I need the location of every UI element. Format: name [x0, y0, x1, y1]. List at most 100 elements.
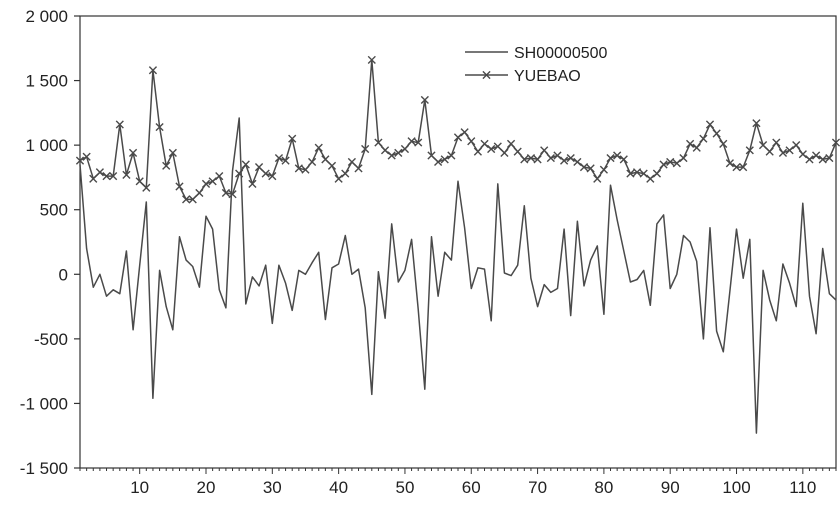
- data-point-yuebao: [427, 151, 436, 160]
- data-point-yuebao: [115, 120, 124, 129]
- data-point-yuebao: [566, 153, 575, 163]
- data-point-yuebao: [739, 163, 748, 172]
- data-point-yuebao: [699, 134, 708, 143]
- data-point-yuebao: [241, 160, 250, 169]
- data-point-yuebao: [798, 150, 807, 159]
- data-point-yuebao: [533, 155, 542, 164]
- data-point-yuebao: [75, 156, 85, 165]
- data-point-yuebao: [248, 179, 257, 188]
- data-point-yuebao: [447, 151, 456, 160]
- data-point-yuebao: [606, 153, 615, 163]
- data-point-yuebao: [579, 163, 589, 172]
- data-point-yuebao: [321, 155, 330, 164]
- data-point-yuebao: [632, 168, 642, 177]
- data-point-yuebao: [520, 155, 529, 164]
- data-point-yuebao: [639, 169, 648, 178]
- data-point-yuebao: [493, 142, 502, 151]
- data-point-yuebao: [288, 134, 297, 143]
- data-point-yuebao: [785, 146, 794, 155]
- legend-marker: [482, 70, 491, 80]
- data-point-yuebao: [347, 157, 356, 167]
- data-point-yuebao: [95, 168, 104, 177]
- data-point-yuebao: [122, 170, 131, 179]
- data-point-yuebao: [195, 188, 204, 198]
- data-point-yuebao: [659, 160, 668, 169]
- data-point-yuebao: [201, 179, 211, 188]
- y-tick-label: 0: [59, 265, 68, 284]
- data-point-yuebao: [506, 139, 516, 148]
- data-point-yuebao: [420, 95, 429, 105]
- data-point-yuebao: [792, 141, 801, 150]
- data-point-yuebao: [812, 151, 821, 160]
- data-point-yuebao: [89, 174, 98, 183]
- data-point-yuebao: [778, 148, 788, 157]
- data-point-yuebao: [155, 122, 164, 132]
- legend-entry: SH00000500: [514, 45, 608, 62]
- x-tick-label: 20: [197, 478, 216, 497]
- x-tick-label: 100: [722, 478, 750, 497]
- data-point-yuebao: [692, 143, 701, 152]
- data-point-yuebao: [387, 151, 396, 160]
- data-point-yuebao: [308, 157, 317, 167]
- data-point-yuebao: [672, 159, 681, 168]
- data-point-yuebao: [314, 143, 323, 152]
- x-tick-label: 70: [528, 478, 547, 497]
- data-point-yuebao: [135, 177, 144, 186]
- data-point-yuebao: [294, 164, 303, 173]
- data-point-yuebao: [215, 172, 224, 181]
- data-point-yuebao: [573, 157, 582, 167]
- data-point-yuebao: [705, 120, 715, 129]
- data-point-yuebao: [831, 138, 840, 147]
- data-point-yuebao: [188, 195, 197, 204]
- data-point-yuebao: [745, 146, 754, 155]
- data-point-yuebao: [268, 172, 277, 181]
- data-point-yuebao: [407, 137, 416, 146]
- y-tick-label: 1 500: [25, 72, 68, 91]
- data-point-yuebao: [619, 155, 628, 164]
- data-point-yuebao: [334, 174, 343, 183]
- data-point-yuebao: [394, 148, 403, 157]
- data-point-yuebao: [626, 169, 635, 178]
- x-tick-label: 60: [462, 478, 481, 497]
- data-point-yuebao: [380, 146, 390, 155]
- y-tick-label: -500: [34, 330, 68, 349]
- data-point-yuebao: [599, 165, 608, 174]
- legend-entry: YUEBAO: [514, 68, 581, 85]
- x-tick-label: 90: [661, 478, 680, 497]
- data-point-yuebao: [666, 157, 675, 167]
- data-point-yuebao: [148, 66, 158, 75]
- data-point-yuebao: [593, 174, 602, 183]
- data-point-yuebao: [440, 155, 449, 164]
- data-point-yuebao: [274, 153, 284, 163]
- y-tick-label: 2 000: [25, 7, 68, 26]
- data-point-yuebao: [221, 188, 230, 198]
- x-tick-label: 80: [594, 478, 613, 497]
- data-point-yuebao: [540, 146, 549, 155]
- data-point-yuebao: [102, 172, 111, 181]
- x-tick-label: 30: [263, 478, 282, 497]
- data-point-yuebao: [434, 157, 443, 167]
- data-point-yuebao: [400, 144, 410, 154]
- data-point-yuebao: [480, 139, 489, 148]
- x-tick-label: 110: [789, 478, 816, 497]
- y-tick-label: -1 000: [20, 394, 68, 413]
- data-point-yuebao: [327, 161, 337, 170]
- data-point-yuebao: [765, 147, 774, 156]
- data-point-yuebao: [758, 141, 768, 150]
- data-point-yuebao: [553, 151, 562, 160]
- data-point-yuebao: [367, 55, 376, 65]
- data-point-yuebao: [361, 144, 370, 154]
- data-point-yuebao: [500, 148, 509, 157]
- data-point-yuebao: [752, 119, 761, 128]
- data-point-yuebao: [586, 164, 595, 173]
- data-point-yuebao: [228, 190, 237, 199]
- data-point-yuebao: [281, 156, 290, 165]
- data-point-yuebao: [261, 169, 270, 178]
- series-line-yuebao: [79, 59, 837, 201]
- data-point-yuebao: [652, 169, 662, 178]
- x-tick-label: 10: [130, 478, 149, 497]
- series-line-sh00000500: [79, 117, 837, 434]
- data-point-yuebao: [142, 183, 151, 192]
